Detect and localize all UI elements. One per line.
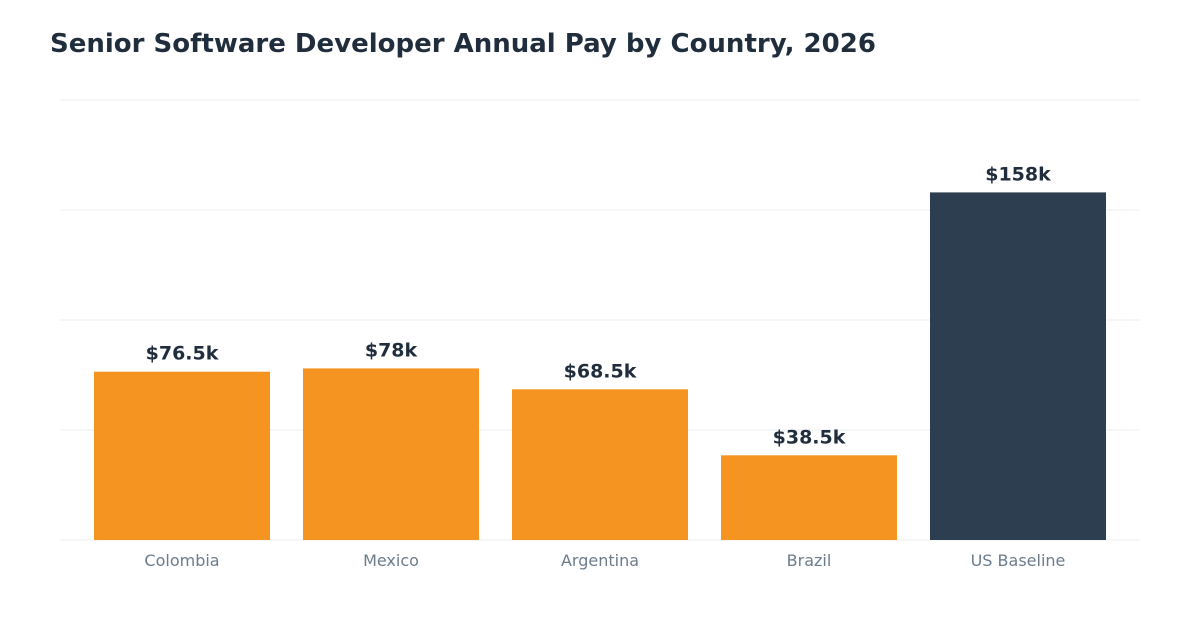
bar-colombia — [94, 371, 270, 540]
value-labels: $76.5k $78k $68.5k $38.5k $158k — [146, 163, 1051, 448]
bar-mexico — [303, 368, 479, 540]
value-label: $78k — [365, 339, 418, 361]
chart-title: Senior Software Developer Annual Pay by … — [50, 29, 876, 59]
value-label: $68.5k — [564, 360, 637, 382]
x-tick-label: Mexico — [363, 551, 419, 570]
x-axis-tick-labels: Colombia Mexico Argentina Brazil US Baseline — [144, 551, 1065, 570]
bar-us-baseline — [930, 192, 1106, 540]
value-label: $76.5k — [146, 343, 219, 365]
bar-brazil — [721, 455, 897, 540]
x-tick-label: Argentina — [561, 551, 639, 570]
value-label: $158k — [985, 163, 1051, 185]
x-tick-label: Brazil — [787, 551, 832, 570]
value-label: $38.5k — [773, 426, 846, 448]
bar-argentina — [512, 389, 688, 540]
x-tick-label: Colombia — [144, 551, 219, 570]
bars — [94, 192, 1106, 540]
x-tick-label: US Baseline — [971, 551, 1066, 570]
